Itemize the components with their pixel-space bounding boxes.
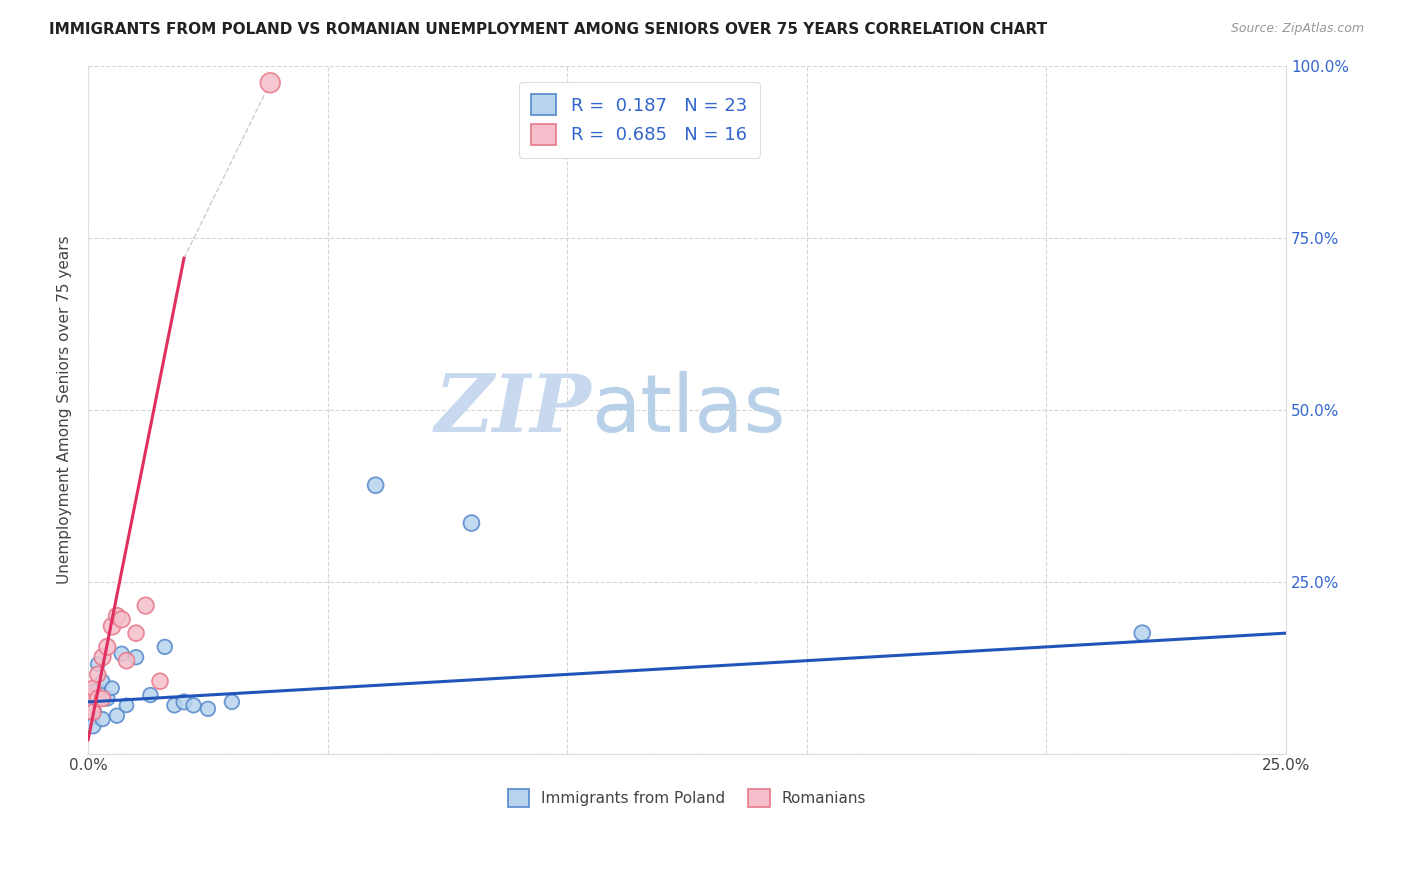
- Point: [91, 650, 114, 665]
- Point: [96, 640, 118, 654]
- Point: [125, 650, 148, 665]
- Point: [105, 609, 128, 624]
- Text: Source: ZipAtlas.com: Source: ZipAtlas.com: [1230, 22, 1364, 36]
- Point: [87, 657, 110, 671]
- Point: [173, 695, 195, 709]
- Point: [125, 626, 148, 640]
- Point: [197, 702, 219, 716]
- Point: [82, 681, 104, 695]
- Point: [115, 654, 138, 668]
- Point: [135, 599, 157, 613]
- Point: [91, 674, 114, 689]
- Point: [101, 619, 124, 633]
- Text: IMMIGRANTS FROM POLAND VS ROMANIAN UNEMPLOYMENT AMONG SENIORS OVER 75 YEARS CORR: IMMIGRANTS FROM POLAND VS ROMANIAN UNEMP…: [49, 22, 1047, 37]
- Point: [82, 705, 104, 719]
- Point: [96, 691, 118, 706]
- Point: [149, 674, 172, 689]
- Point: [87, 691, 110, 706]
- Y-axis label: Unemployment Among Seniors over 75 years: Unemployment Among Seniors over 75 years: [58, 235, 72, 584]
- Point: [87, 667, 110, 681]
- Point: [87, 684, 110, 698]
- Point: [91, 691, 114, 706]
- Point: [259, 76, 281, 90]
- Point: [221, 695, 243, 709]
- Point: [1130, 626, 1153, 640]
- Text: atlas: atlas: [592, 370, 786, 449]
- Point: [105, 708, 128, 723]
- Legend: Immigrants from Poland, Romanians: Immigrants from Poland, Romanians: [501, 781, 875, 814]
- Point: [82, 684, 104, 698]
- Point: [77, 695, 100, 709]
- Point: [111, 647, 134, 661]
- Point: [364, 478, 387, 492]
- Point: [77, 705, 100, 719]
- Point: [91, 712, 114, 726]
- Point: [153, 640, 176, 654]
- Point: [115, 698, 138, 713]
- Point: [101, 681, 124, 695]
- Point: [139, 688, 162, 702]
- Text: ZIP: ZIP: [434, 371, 592, 449]
- Point: [111, 612, 134, 626]
- Point: [460, 516, 482, 530]
- Point: [82, 719, 104, 733]
- Point: [163, 698, 186, 713]
- Point: [183, 698, 205, 713]
